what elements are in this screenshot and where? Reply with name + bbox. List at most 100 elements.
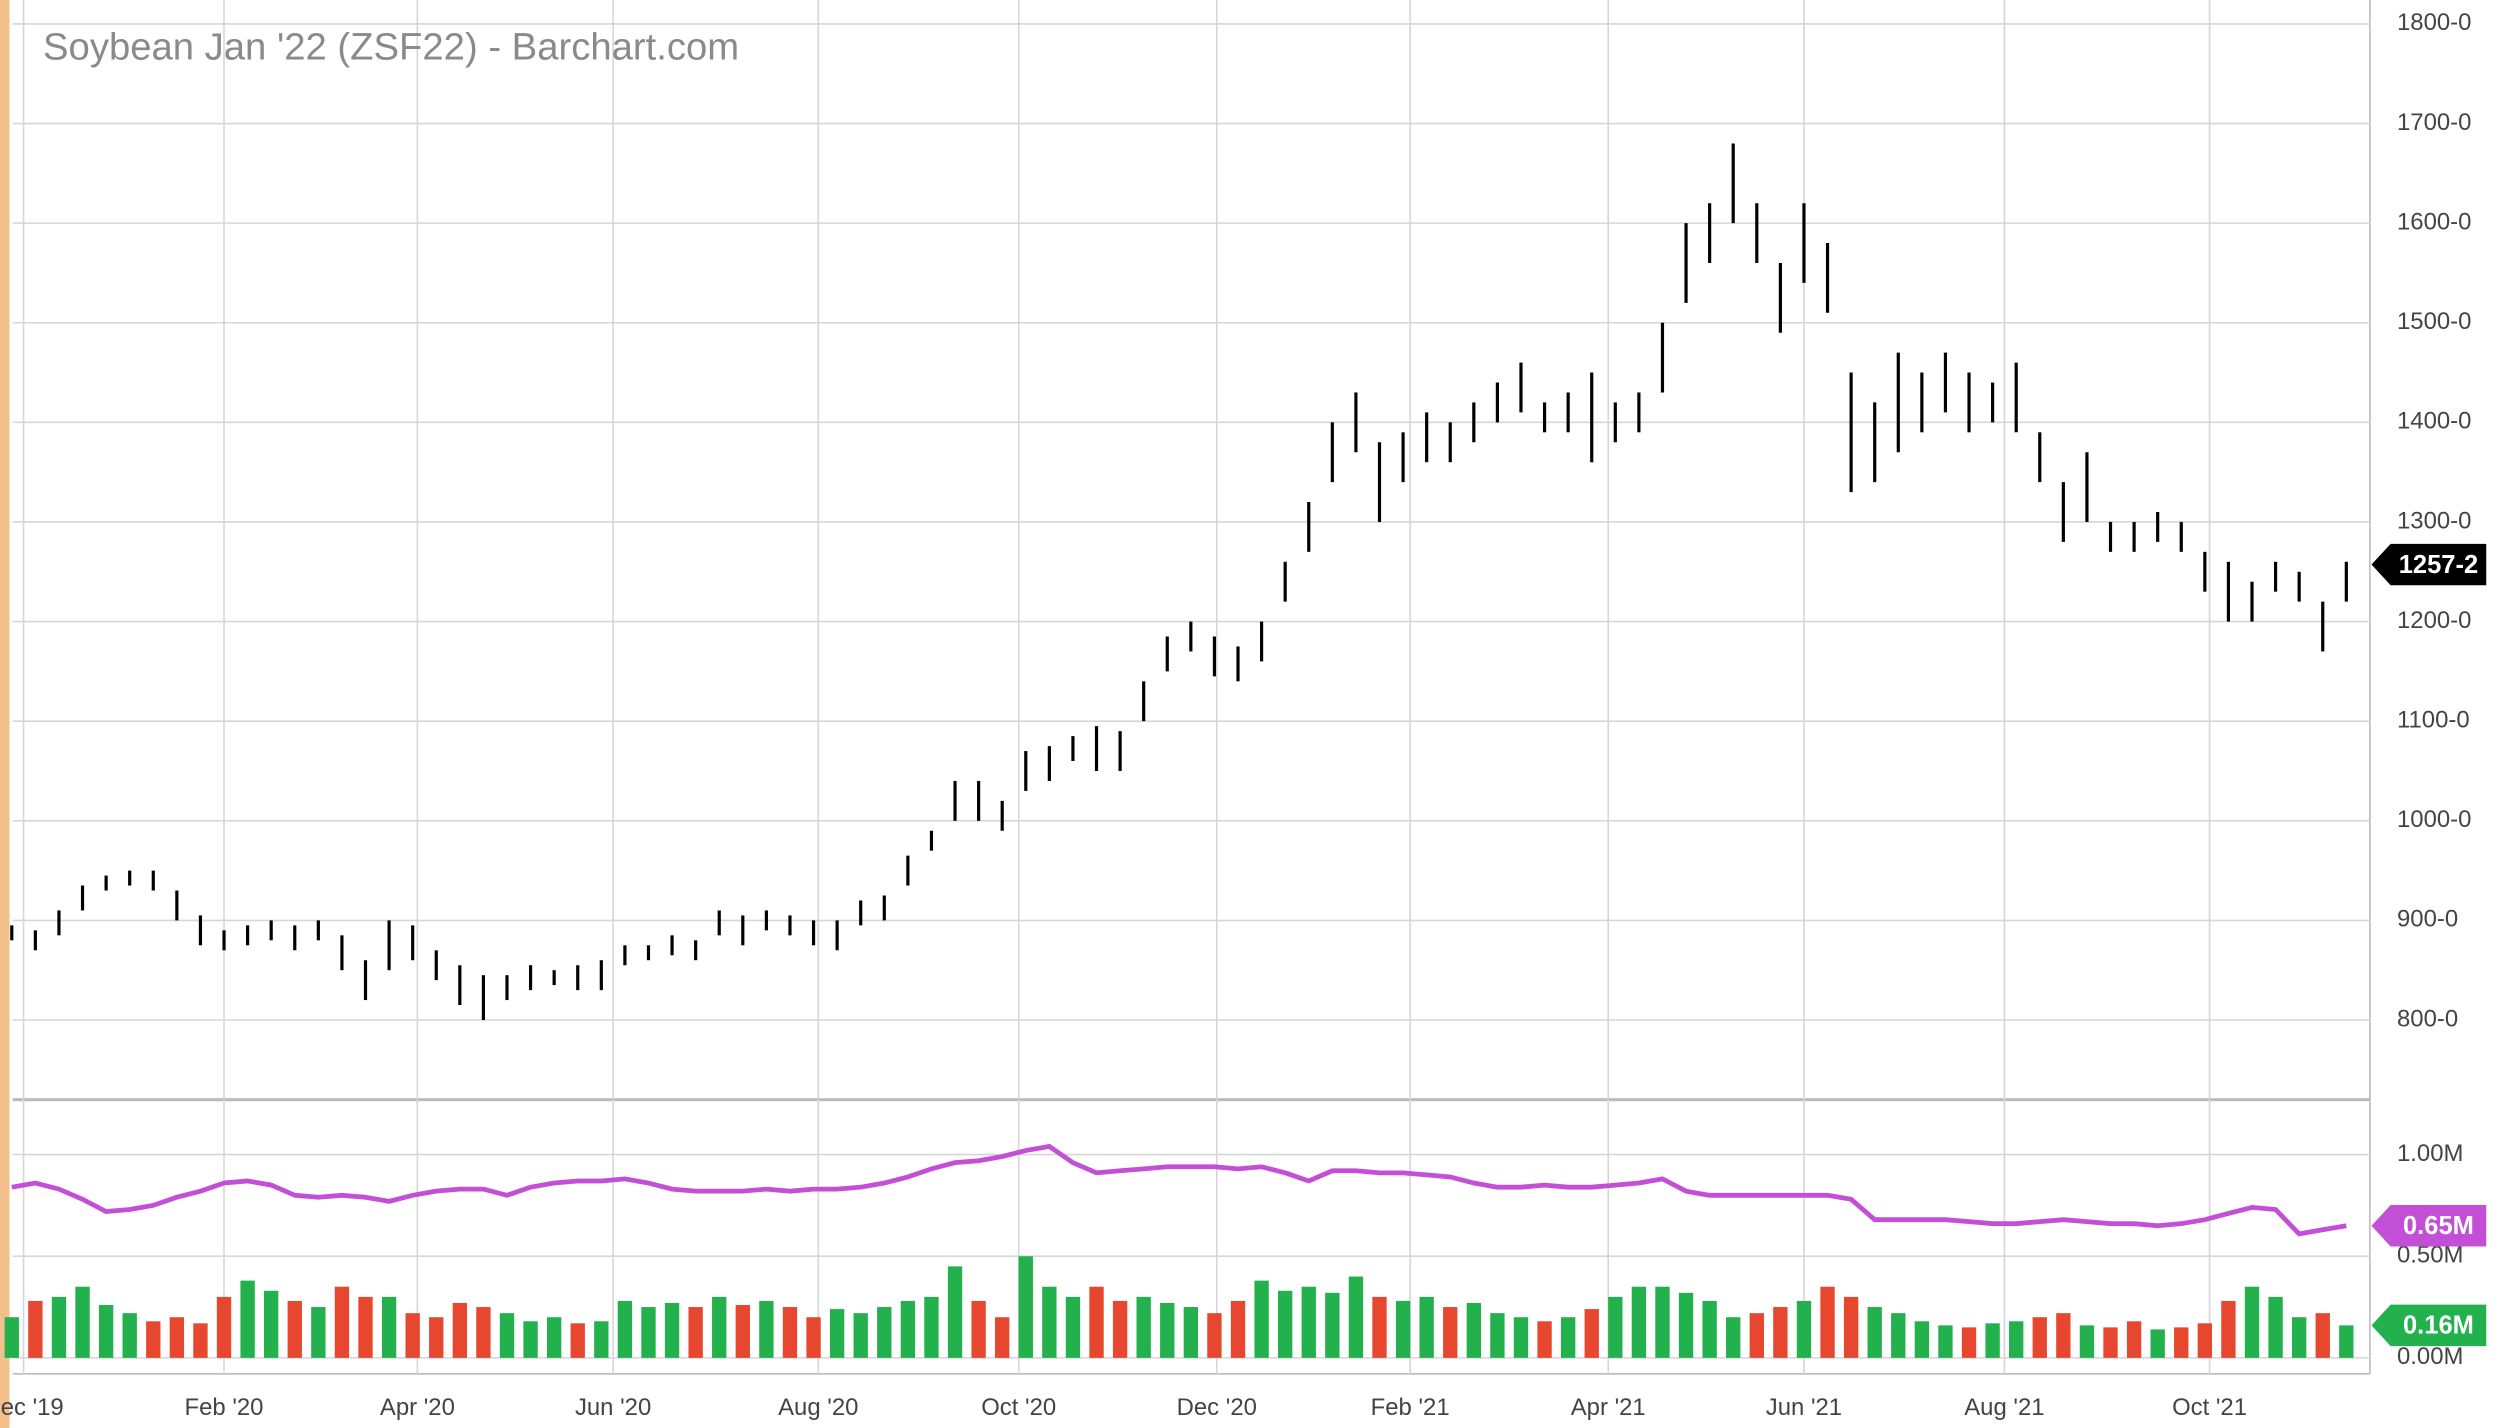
y-tick-label: 1500-0 bbox=[2397, 308, 2471, 335]
x-tick-label: Apr '20 bbox=[380, 1394, 455, 1421]
volume-bar bbox=[1914, 1321, 1930, 1358]
x-tick-label: Apr '21 bbox=[1571, 1394, 1646, 1421]
volume-bar bbox=[358, 1296, 373, 1358]
volume-bar bbox=[1419, 1296, 1434, 1358]
volume-bar bbox=[2315, 1313, 2330, 1358]
volume-bar bbox=[216, 1296, 232, 1358]
volume-bar bbox=[1160, 1302, 1175, 1358]
x-tick-label: Aug '20 bbox=[778, 1394, 858, 1421]
volume-bar bbox=[1961, 1327, 1977, 1358]
volume-bar bbox=[1466, 1302, 1481, 1358]
volume-bar bbox=[1301, 1286, 1316, 1358]
last-value-label: 0.16M bbox=[2403, 1312, 2474, 1340]
volume-bar bbox=[2009, 1321, 2024, 1358]
x-tick-label: Feb '20 bbox=[185, 1394, 264, 1421]
volume-bar bbox=[2244, 1286, 2260, 1358]
y-tick-label: 900-0 bbox=[2397, 906, 2458, 933]
volume-bar bbox=[1867, 1307, 1882, 1358]
volume-bar bbox=[1726, 1317, 1741, 1358]
volume-bar bbox=[1702, 1300, 1717, 1358]
volume-bar bbox=[617, 1300, 633, 1358]
volume-bar bbox=[429, 1317, 444, 1358]
y-tick-label: 1100-0 bbox=[2397, 706, 2470, 733]
volume-bar bbox=[264, 1290, 279, 1358]
volume-bar bbox=[759, 1300, 774, 1358]
volume-bar bbox=[2197, 1323, 2213, 1358]
volume-bar bbox=[1631, 1286, 1647, 1358]
volume-bar bbox=[28, 1300, 43, 1358]
volume-bar bbox=[924, 1296, 939, 1358]
open-interest-line bbox=[11, 1143, 2347, 1237]
volume-bar bbox=[2291, 1317, 2307, 1358]
volume-bar bbox=[2079, 1325, 2095, 1358]
volume-bar bbox=[452, 1302, 468, 1358]
y-tick-label: 1200-0 bbox=[2397, 607, 2471, 634]
volume-bar bbox=[405, 1313, 420, 1358]
volume-bar bbox=[2126, 1321, 2142, 1358]
volume-bar bbox=[2174, 1327, 2189, 1358]
volume-bar bbox=[1560, 1317, 1576, 1358]
volume-bar bbox=[664, 1302, 680, 1358]
volume-bar bbox=[122, 1313, 137, 1358]
volume-bar bbox=[1490, 1313, 1505, 1358]
volume-bar bbox=[1112, 1300, 1128, 1358]
volume-bar bbox=[1278, 1290, 1293, 1358]
x-tick-label: Aug '21 bbox=[1964, 1394, 2044, 1421]
volume-bar bbox=[688, 1307, 703, 1358]
x-tick-label: Feb '21 bbox=[1371, 1394, 1450, 1421]
volume-bar bbox=[735, 1305, 750, 1358]
last-value-label: 0.65M bbox=[2403, 1212, 2474, 1240]
volume-bar bbox=[334, 1286, 350, 1358]
volume-bar bbox=[877, 1307, 892, 1358]
chart-title: Soybean Jan '22 (ZSF22) - Barchart.com bbox=[43, 26, 739, 69]
volume-bar bbox=[829, 1309, 845, 1358]
volume-bar bbox=[98, 1305, 114, 1358]
x-tick-label: Jun '21 bbox=[1766, 1394, 1842, 1421]
volume-bar bbox=[169, 1317, 185, 1358]
volume-bar bbox=[995, 1317, 1010, 1358]
volume-bar bbox=[1042, 1286, 1057, 1358]
volume-bar bbox=[1513, 1317, 1529, 1358]
volume-bar bbox=[1938, 1325, 1953, 1358]
last-value-tag bbox=[2371, 1304, 2487, 1347]
volume-bar bbox=[2150, 1329, 2165, 1358]
volume-bar bbox=[1348, 1276, 1364, 1358]
x-tick-label: Dec '19 bbox=[0, 1394, 64, 1421]
volume-bar bbox=[2056, 1313, 2071, 1358]
last-value-label: 1257-2 bbox=[2399, 551, 2478, 579]
volume-bar bbox=[476, 1307, 491, 1358]
volume-bar bbox=[853, 1313, 868, 1358]
y-tick-label: 1300-0 bbox=[2397, 507, 2471, 534]
volume-bar bbox=[712, 1296, 727, 1358]
volume-bar bbox=[782, 1307, 798, 1358]
volume-bar bbox=[1089, 1286, 1104, 1358]
x-tick-label: Oct '21 bbox=[2172, 1394, 2247, 1421]
grid bbox=[12, 0, 2370, 1374]
volume-bar bbox=[193, 1323, 208, 1358]
last-value-tag bbox=[2371, 1205, 2487, 1247]
volume-bar bbox=[381, 1296, 397, 1358]
volume-bar bbox=[1325, 1292, 1340, 1358]
volume-bar bbox=[2339, 1325, 2354, 1358]
volume-bar bbox=[1230, 1300, 1246, 1358]
volume-bar bbox=[546, 1317, 562, 1358]
volume-bar bbox=[900, 1300, 916, 1358]
volume-bar bbox=[1843, 1296, 1859, 1358]
volume-bar bbox=[1018, 1256, 1033, 1358]
volume-bar bbox=[570, 1323, 585, 1358]
volume-bar bbox=[146, 1321, 161, 1358]
volume-bar bbox=[971, 1300, 986, 1358]
volume-bar bbox=[1395, 1300, 1411, 1358]
volume-bar bbox=[75, 1286, 90, 1358]
volume-bar bbox=[2103, 1327, 2118, 1358]
y-tick-label: 0.00M bbox=[2397, 1343, 2463, 1370]
volume-bar bbox=[1655, 1286, 1670, 1358]
volume-bar bbox=[1183, 1307, 1199, 1358]
volume-bar bbox=[1065, 1296, 1081, 1358]
volume-bar bbox=[2221, 1300, 2236, 1358]
volume-bar bbox=[287, 1300, 302, 1358]
last-value-tag bbox=[2371, 543, 2487, 586]
